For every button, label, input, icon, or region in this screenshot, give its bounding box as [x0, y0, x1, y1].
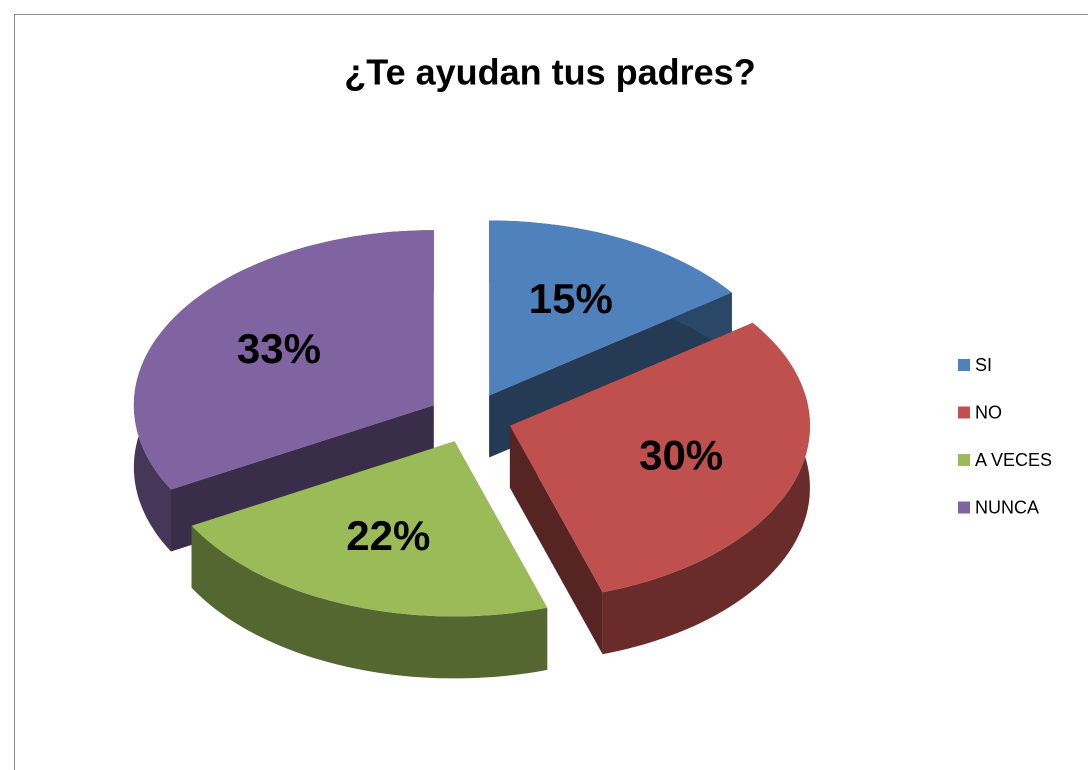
legend-label: NUNCA — [975, 497, 1039, 517]
slice — [133, 230, 434, 490]
slice — [489, 220, 732, 396]
data-label: 33% — [237, 325, 321, 372]
data-label: 30% — [639, 431, 723, 478]
legend-label: SI — [975, 355, 992, 375]
legend-swatch — [958, 359, 970, 371]
slice — [191, 441, 548, 617]
data-label: 22% — [346, 512, 430, 559]
slice-wall — [602, 322, 810, 655]
slice-side — [509, 425, 603, 655]
slice-wall — [191, 525, 548, 679]
legend-swatch — [958, 501, 970, 514]
chart-title: ¿Te ayudan tus padres? — [344, 52, 755, 93]
data-label: 15% — [529, 275, 613, 322]
legend-swatch — [958, 454, 970, 466]
legend-label: NO — [975, 402, 1002, 422]
legend-swatch — [958, 406, 970, 419]
legend-label: A VECES — [975, 450, 1052, 470]
slice — [509, 322, 810, 593]
